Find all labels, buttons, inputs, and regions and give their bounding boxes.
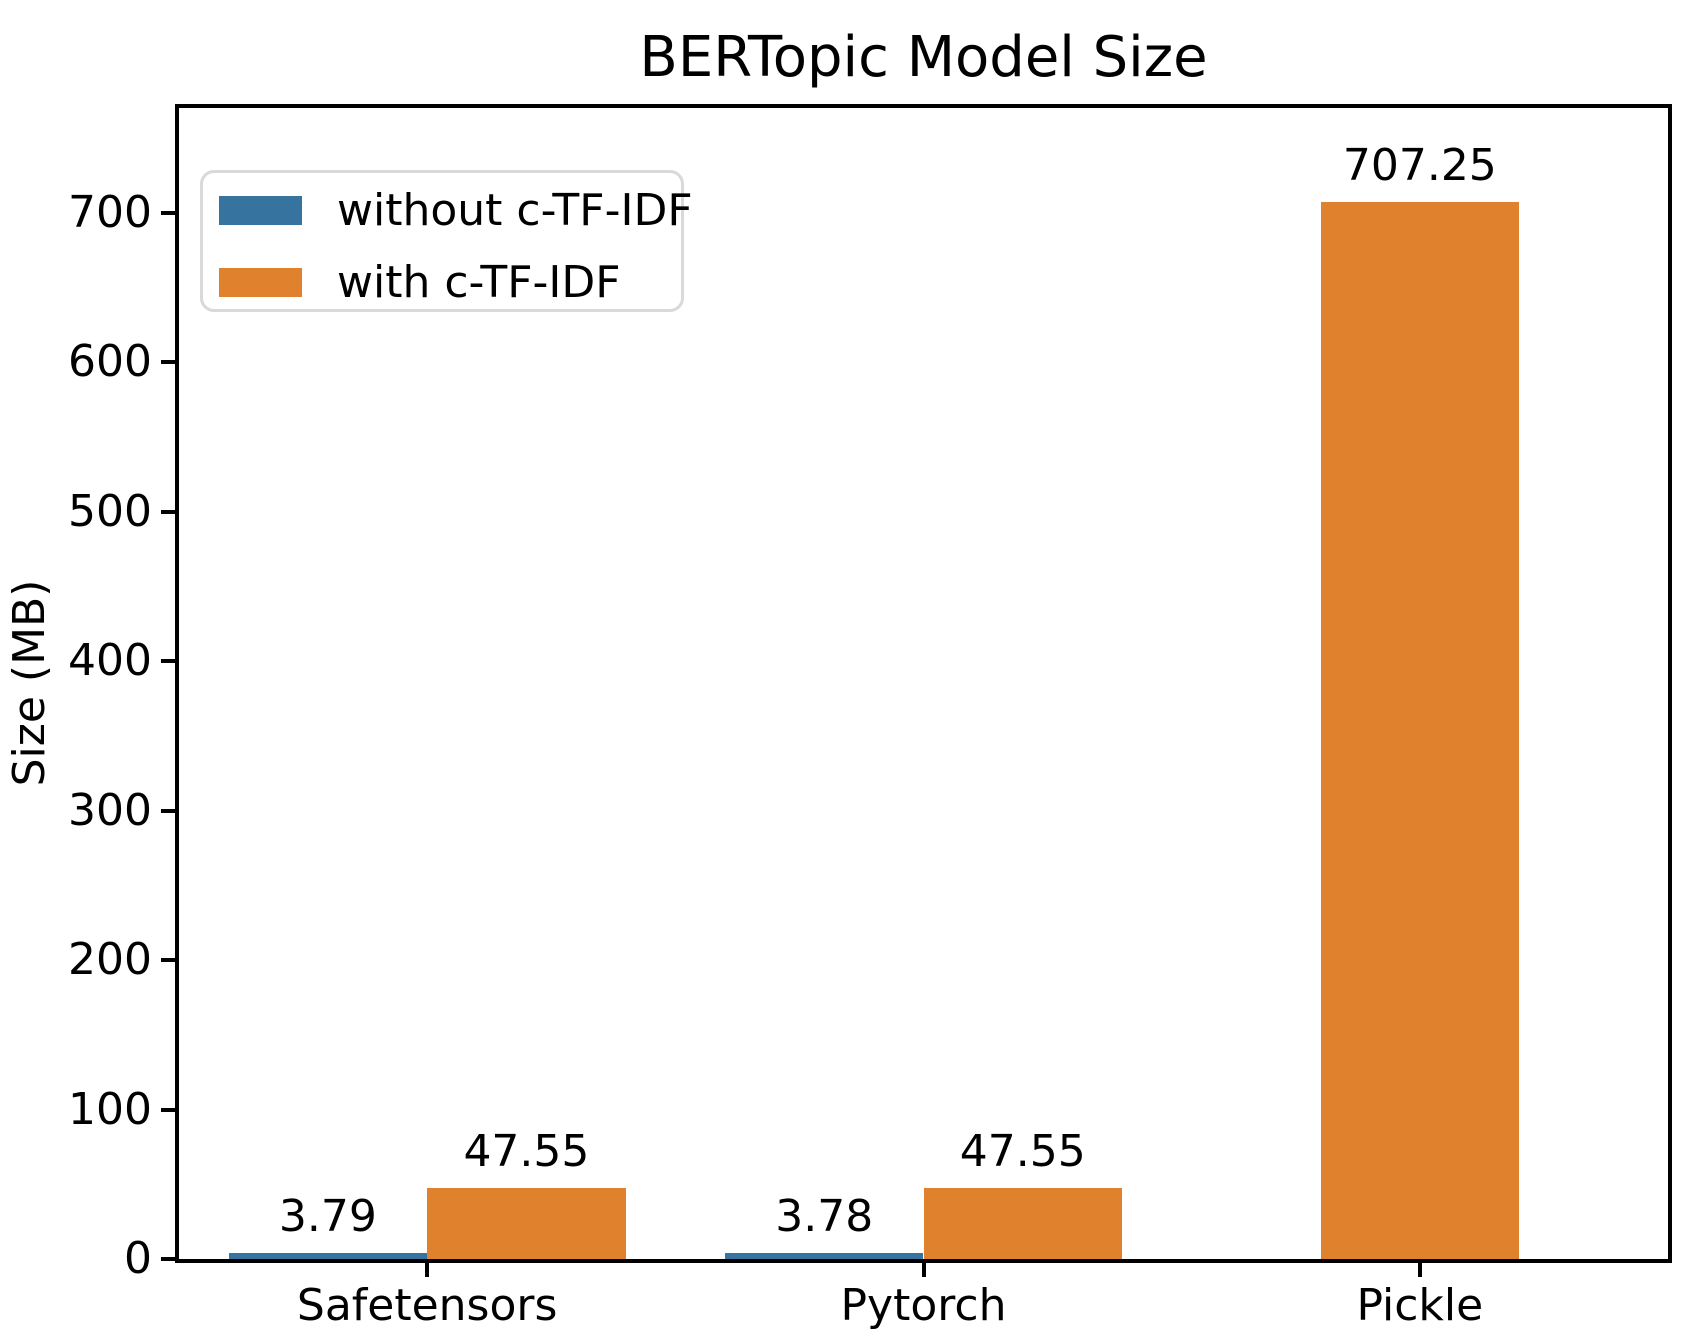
bar-value-label: 3.78 (775, 1191, 874, 1243)
bar-value-label: 47.55 (959, 1125, 1086, 1177)
bar-value-label: 3.79 (278, 1191, 377, 1243)
y-tick-label: 700 (68, 186, 152, 238)
y-tick (161, 210, 175, 215)
x-tick (1417, 1263, 1422, 1277)
chart-title: BERTopic Model Size (639, 25, 1208, 90)
y-tick (161, 958, 175, 963)
legend-label-with-ctfidf: with c-TF-IDF (337, 257, 621, 308)
bar-value-label: 47.55 (463, 1125, 590, 1177)
x-tick-label: Pickle (1356, 1280, 1484, 1329)
y-tick-label: 0 (124, 1233, 152, 1284)
y-tick-label: 200 (68, 934, 152, 986)
bar-pickle-with-ctfidf (1320, 201, 1520, 1259)
y-tick-label: 300 (68, 784, 152, 836)
legend-swatch-with-ctfidf (219, 268, 302, 297)
legend-label-without-ctfidf: without c-TF-IDF (337, 185, 693, 236)
x-tick-label: Safetensors (296, 1280, 558, 1329)
bar-safetensors-without-ctfidf (228, 1253, 428, 1259)
legend: without c-TF-IDF with c-TF-IDF (200, 170, 693, 312)
legend-swatch-without-ctfidf (219, 196, 302, 225)
y-tick-label: 100 (68, 1083, 152, 1135)
y-tick (161, 808, 175, 813)
y-tick-label: 400 (68, 635, 152, 687)
y-tick (161, 1257, 175, 1261)
bar-pytorch-without-ctfidf (724, 1253, 924, 1259)
bar-value-label: 707.25 (1342, 139, 1497, 191)
y-tick (161, 360, 175, 365)
y-tick (161, 659, 175, 664)
y-tick (161, 509, 175, 514)
x-tick (425, 1263, 430, 1277)
y-tick-label: 500 (68, 485, 152, 537)
x-tick (921, 1263, 926, 1277)
bar-pytorch-with-ctfidf (923, 1187, 1123, 1259)
x-tick-label: Pytorch (840, 1280, 1007, 1329)
y-tick-label: 600 (68, 336, 152, 388)
y-tick (161, 1107, 175, 1112)
plot-area (175, 104, 1672, 1263)
bar-safetensors-with-ctfidf (427, 1187, 626, 1259)
